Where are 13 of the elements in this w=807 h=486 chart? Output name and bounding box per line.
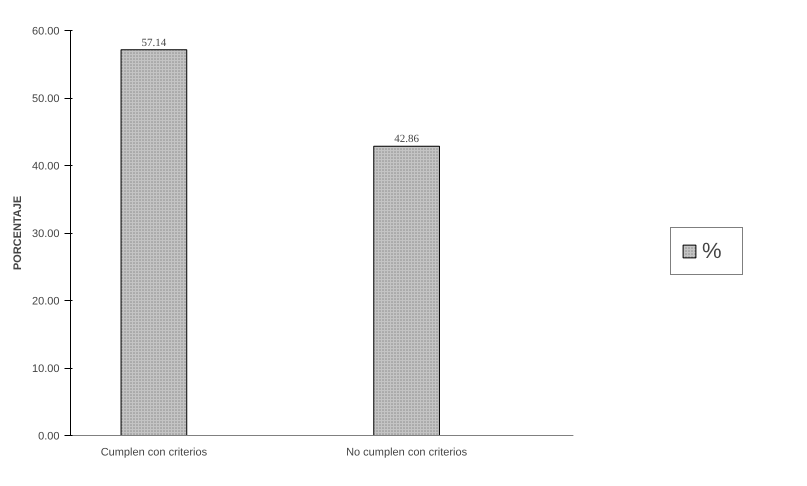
y-tick-label: 40.00: [32, 160, 60, 172]
y-tick-label: 20.00: [32, 296, 60, 308]
x-tick-label: Cumplen con criterios: [100, 446, 208, 458]
y-tick-label: 60.00: [32, 26, 60, 38]
legend-label: %: [702, 238, 723, 264]
y-tick-label: 50.00: [32, 93, 60, 105]
data-label: 57.14: [142, 36, 167, 49]
data-label: 42.86: [394, 133, 420, 146]
y-tick-label: 30.00: [32, 228, 60, 240]
y-tick-label: 0.00: [38, 430, 60, 442]
y-axis-title: PORCENTAJE: [12, 196, 24, 270]
x-tick-label: No cumplen con criterios: [346, 446, 468, 458]
y-tick-label: 10.00: [32, 363, 60, 375]
